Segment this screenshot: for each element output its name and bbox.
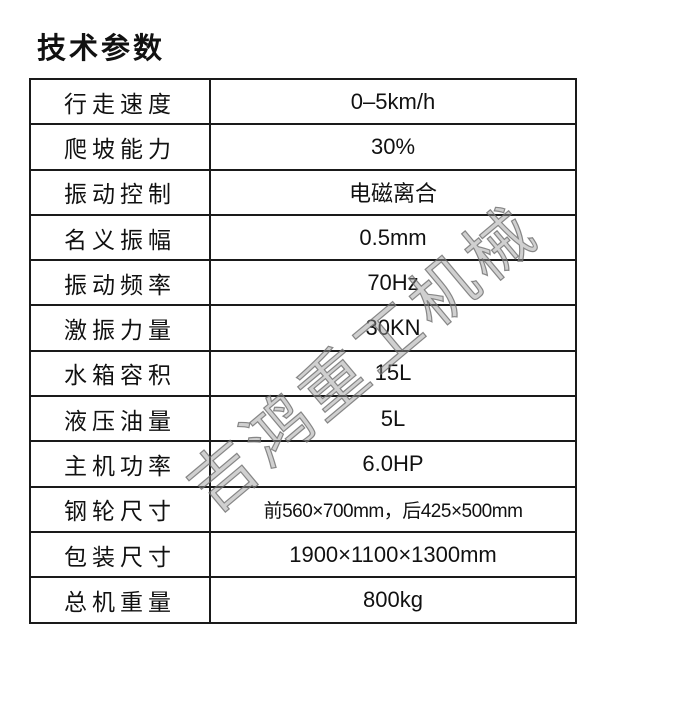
table-row: 钢轮尺寸 前560×700mm，后425×500mm: [29, 485, 577, 533]
spec-label: 爬坡能力: [29, 123, 211, 171]
spec-label: 钢轮尺寸: [29, 485, 211, 533]
spec-value: 30%: [209, 123, 577, 171]
page-title: 技术参数: [37, 31, 166, 65]
spec-label: 名义振幅: [29, 213, 211, 262]
spec-value: 30KN: [209, 304, 577, 352]
spec-value: 15L: [209, 349, 577, 398]
spec-label: 总机重量: [29, 576, 211, 624]
spec-label: 行走速度: [29, 77, 211, 126]
spec-label: 主机功率: [29, 440, 211, 488]
spec-value: 前560×700mm，后425×500mm: [209, 485, 577, 533]
spec-value: 70Hz: [209, 259, 577, 307]
table-row: 爬坡能力 30%: [29, 123, 577, 171]
spec-value: 0–5km/h: [209, 77, 577, 126]
table-row: 振动控制 电磁离合: [29, 168, 577, 216]
spec-label: 包装尺寸: [29, 530, 211, 579]
table-row: 行走速度 0–5km/h: [29, 77, 577, 126]
table-row: 主机功率 6.0HP: [29, 440, 577, 488]
spec-value: 0.5mm: [209, 213, 577, 262]
spec-value: 1900×1100×1300mm: [209, 530, 577, 579]
spec-value: 电磁离合: [209, 168, 577, 216]
table-row: 水箱容积 15L: [29, 349, 577, 398]
table-row: 总机重量 800kg: [29, 576, 577, 624]
spec-value: 6.0HP: [209, 440, 577, 488]
table-row: 振动频率 70Hz: [29, 259, 577, 307]
spec-table: 行走速度 0–5km/h 爬坡能力 30% 振动控制 电磁离合 名义振幅 0.5mm 振动频率 7…: [29, 77, 577, 624]
spec-label: 振动频率: [29, 259, 211, 307]
spec-label: 液压油量: [29, 395, 211, 443]
table-row: 包装尺寸 1900×1100×1300mm: [29, 530, 577, 579]
table-row: 液压油量 5L: [29, 395, 577, 443]
table-row: 名义振幅 0.5mm: [29, 213, 577, 262]
spec-value: 800kg: [209, 576, 577, 624]
table-row: 激振力量 30KN: [29, 304, 577, 352]
spec-value: 5L: [209, 395, 577, 443]
spec-label: 水箱容积: [29, 349, 211, 398]
spec-label: 激振力量: [29, 304, 211, 352]
spec-label: 振动控制: [29, 168, 211, 216]
